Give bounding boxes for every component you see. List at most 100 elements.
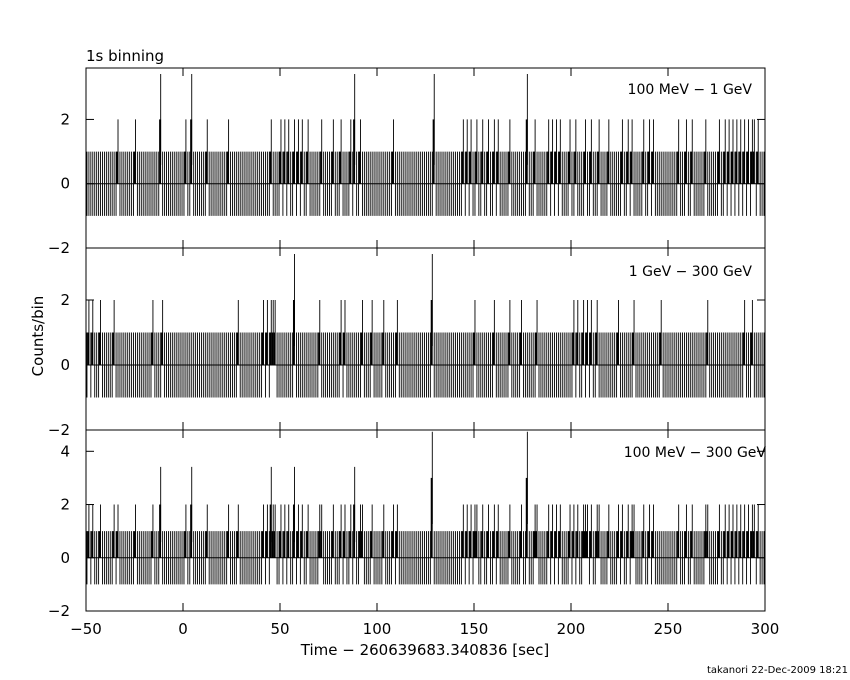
data-bar — [589, 332, 592, 365]
data-bar — [739, 151, 742, 184]
y-tick-label: 0 — [60, 175, 70, 193]
data-bar — [486, 151, 489, 184]
data-bar — [339, 531, 342, 558]
data-bar — [339, 332, 342, 365]
data-bar — [533, 151, 536, 184]
data-bar — [735, 151, 738, 184]
data-bar — [292, 300, 295, 365]
data-bar — [659, 332, 662, 365]
data-bar — [473, 531, 476, 558]
data-bar — [616, 332, 619, 365]
data-bar — [190, 119, 193, 184]
data-bar — [98, 531, 101, 558]
data-bar — [292, 151, 295, 184]
data-bar — [133, 531, 136, 558]
data-bar — [395, 332, 398, 365]
data-bar — [492, 332, 495, 365]
data-bar — [551, 531, 553, 558]
data-bar — [151, 531, 154, 558]
data-bar — [236, 332, 239, 365]
data-bar — [481, 151, 484, 184]
data-bar — [508, 332, 511, 365]
data-bar — [576, 332, 579, 365]
data-bar — [585, 531, 588, 558]
data-bar — [630, 531, 633, 558]
data-bar — [684, 151, 687, 184]
data-bar — [91, 531, 94, 558]
data-bar — [746, 151, 749, 184]
data-bar — [727, 151, 730, 184]
data-bar — [273, 531, 276, 558]
data-bar — [287, 151, 290, 184]
data-bar — [331, 151, 334, 184]
data-bar — [486, 531, 489, 558]
data-bar — [271, 531, 274, 558]
data-bar — [746, 531, 749, 558]
data-bar — [525, 477, 528, 558]
data-bar — [151, 332, 154, 365]
data-bar — [349, 531, 352, 558]
band-label-top: 100 MeV − 1 GeV — [628, 82, 753, 98]
data-bar — [261, 332, 264, 365]
data-bar — [648, 151, 650, 184]
data-bar — [461, 151, 464, 184]
data-bar — [519, 332, 522, 365]
data-bar — [343, 332, 346, 365]
data-bar — [558, 151, 561, 184]
data-bar — [339, 151, 342, 184]
data-bar — [595, 332, 598, 365]
data-bar — [743, 151, 745, 184]
data-bar — [469, 531, 472, 558]
data-bar — [572, 332, 575, 365]
data-bar — [519, 531, 522, 558]
data-bar — [750, 531, 753, 558]
data-bar — [554, 151, 557, 184]
data-bar — [642, 151, 645, 184]
panel-bottom: 100 MeV − 300 GeV 4 2 0 −2 — [48, 429, 766, 620]
x-tick-label: 200 — [557, 620, 586, 638]
data-bar — [465, 531, 468, 558]
data-bar — [583, 151, 586, 184]
data-bar — [279, 151, 282, 184]
data-bar — [743, 332, 745, 365]
data-bar — [432, 119, 435, 184]
data-bar — [648, 531, 650, 558]
data-bar — [558, 531, 561, 558]
data-bar — [535, 531, 538, 558]
data-bar — [492, 531, 495, 558]
data-bar — [607, 151, 610, 184]
data-bar — [190, 504, 193, 558]
data-bar — [116, 151, 119, 184]
data-bar — [391, 151, 394, 184]
y-tick-label: 2 — [60, 110, 70, 128]
data-bar — [704, 151, 707, 184]
data-bar — [706, 531, 709, 558]
data-bar — [574, 151, 577, 184]
data-bar — [756, 531, 759, 558]
data-bar — [651, 531, 654, 558]
data-bar — [184, 151, 187, 184]
data-bar — [582, 531, 584, 558]
y-axis-label: Counts/bin — [29, 296, 47, 377]
data-bar — [161, 332, 163, 365]
data-bar — [461, 531, 464, 558]
data-bar — [353, 119, 356, 184]
data-bar — [750, 151, 753, 184]
data-bar — [283, 531, 286, 558]
data-bar — [585, 332, 588, 365]
data-bar — [508, 151, 511, 184]
data-bar — [306, 151, 309, 184]
data-bar — [589, 151, 592, 184]
data-bar — [475, 531, 478, 558]
data-bar — [227, 151, 229, 184]
data-bar — [630, 151, 633, 184]
x-tick-label: 50 — [270, 620, 289, 638]
data-bar — [677, 151, 680, 184]
data-bar — [296, 531, 299, 558]
data-bar — [684, 531, 687, 558]
data-bar — [91, 332, 94, 365]
data-bar — [382, 332, 385, 365]
data-bar — [395, 531, 398, 558]
data-bar — [620, 151, 623, 184]
y-tick-label: 0 — [60, 356, 70, 374]
